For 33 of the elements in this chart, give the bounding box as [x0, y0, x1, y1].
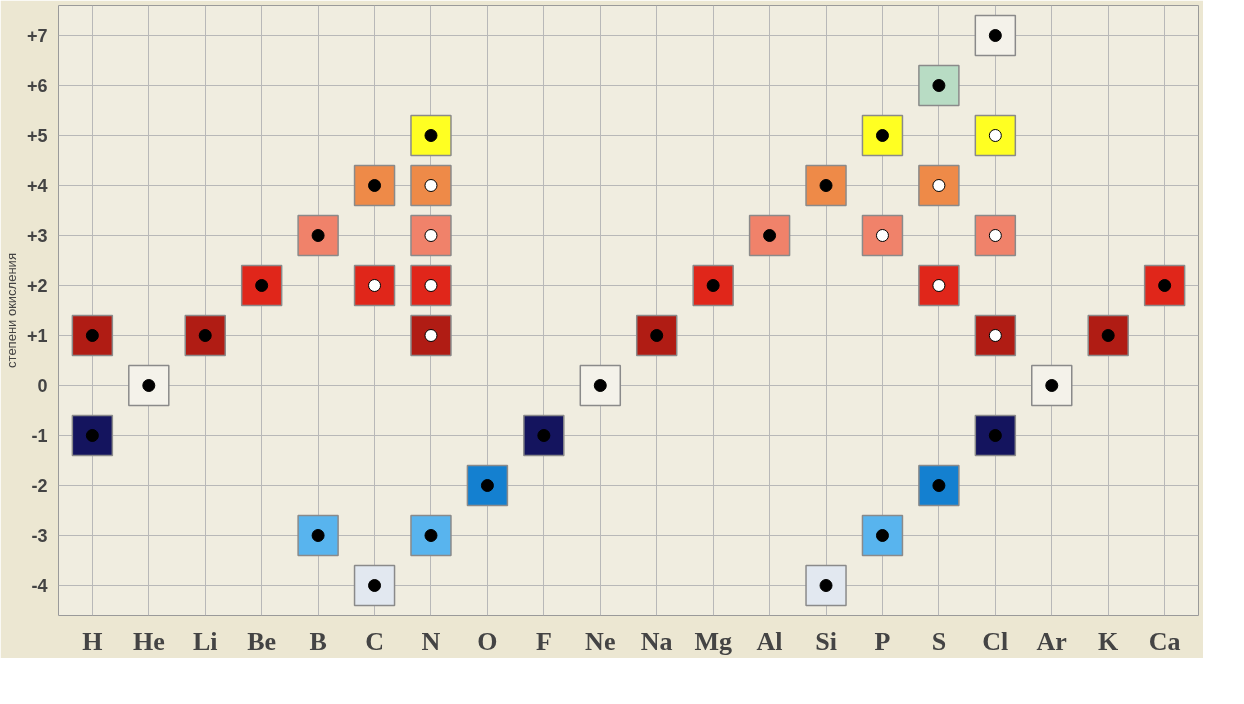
y-tick-label: -1: [31, 426, 48, 446]
y-tick-label: +7: [26, 26, 48, 46]
x-tick-label: K: [1098, 626, 1120, 656]
y-tick-label: -4: [31, 576, 48, 596]
x-tick-label: Mg: [694, 626, 732, 656]
x-tick-label: P: [874, 626, 891, 656]
x-tick-label: N: [421, 626, 441, 656]
y-tick-label: -3: [31, 526, 48, 546]
y-tick-label: +5: [26, 126, 48, 146]
y-tick-label: +4: [26, 176, 48, 196]
x-tick-label: Li: [192, 626, 218, 656]
x-tick-label: Be: [247, 626, 277, 656]
y-tick-label: +1: [26, 326, 48, 346]
x-tick-label: C: [365, 626, 384, 656]
x-tick-label: B: [309, 626, 327, 656]
y-tick-label: +2: [26, 276, 48, 296]
x-tick-label: Na: [640, 626, 673, 656]
x-tick-label: H: [82, 626, 103, 656]
x-tick-label: He: [132, 626, 165, 656]
x-tick-label: Ca: [1148, 626, 1181, 656]
y-axis-title: степени окисления: [3, 253, 19, 368]
x-tick-label: Ar: [1036, 626, 1067, 656]
x-tick-label: Si: [815, 626, 837, 656]
y-tick-label: -2: [31, 476, 48, 496]
y-tick-label: +6: [26, 76, 48, 96]
y-tick-label: 0: [37, 376, 48, 396]
x-tick-label: O: [477, 626, 498, 656]
x-tick-label: Cl: [982, 626, 1009, 656]
x-tick-label: F: [535, 626, 552, 656]
x-tick-label: Ne: [585, 626, 616, 656]
x-tick-label: Al: [756, 626, 783, 656]
y-tick-label: +3: [26, 226, 48, 246]
x-tick-label: S: [931, 626, 947, 656]
